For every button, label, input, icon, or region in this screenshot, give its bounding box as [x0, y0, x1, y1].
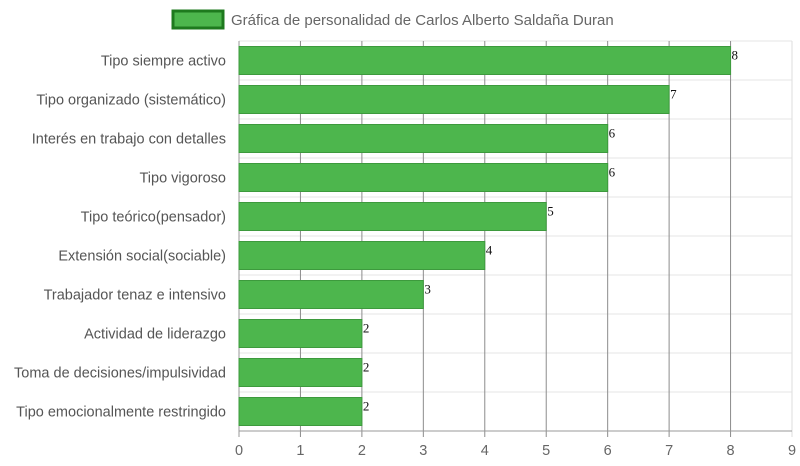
category-label: Tipo organizado (sistemático) [36, 93, 226, 109]
legend-swatch [171, 9, 225, 30]
category-label: Toma de decisiones/impulsividad [14, 366, 226, 382]
value-label: 2 [363, 321, 370, 336]
value-label: 6 [609, 165, 616, 180]
value-labels: 8 7 6 6 5 4 3 2 2 2 [363, 48, 738, 414]
x-tick-label: 5 [542, 443, 550, 459]
value-label: 3 [424, 282, 431, 297]
bar [238, 319, 363, 348]
bar [238, 124, 609, 153]
bar [238, 202, 547, 231]
value-label: 4 [486, 243, 493, 258]
bar [238, 358, 363, 387]
bar [238, 280, 424, 309]
x-tick-label: 1 [296, 443, 304, 459]
bars [238, 46, 732, 426]
category-label: Actividad de liderazgo [84, 327, 226, 343]
category-label: Interés en trabajo con detalles [32, 132, 226, 148]
value-label: 7 [670, 87, 677, 102]
value-label: 2 [363, 399, 370, 414]
bar [238, 46, 732, 75]
x-tick-label: 9 [788, 443, 796, 459]
value-label: 6 [609, 126, 616, 141]
category-label: Trabajador tenaz e intensivo [44, 288, 226, 304]
x-tick-label: 7 [665, 443, 673, 459]
value-label: 5 [547, 204, 554, 219]
bar [238, 241, 486, 270]
x-tick-labels: 0 1 2 3 4 5 6 7 8 9 [235, 443, 796, 459]
category-label: Tipo teórico(pensador) [81, 210, 226, 226]
category-label: Tipo siempre activo [101, 54, 226, 70]
legend-label: Gráfica de personalidad de Carlos Albert… [231, 12, 614, 29]
category-labels: Tipo siempre activo Tipo organizado (sist… [14, 54, 226, 421]
category-label: Extensión social(sociable) [58, 249, 226, 265]
bar [238, 397, 363, 426]
x-tick-label: 3 [419, 443, 427, 459]
x-tick-label: 8 [727, 443, 735, 459]
x-tick-label: 6 [604, 443, 612, 459]
bar [238, 85, 670, 114]
x-tick-label: 0 [235, 443, 243, 459]
value-label: 2 [363, 360, 370, 375]
value-label: 8 [732, 48, 739, 63]
bar [238, 163, 609, 192]
x-tick-label: 2 [358, 443, 366, 459]
x-tick-label: 4 [481, 443, 489, 459]
category-label: Tipo emocionalmente restringido [16, 405, 226, 421]
legend[interactable]: Gráfica de personalidad de Carlos Albert… [171, 9, 614, 30]
category-label: Tipo vigoroso [139, 171, 226, 187]
